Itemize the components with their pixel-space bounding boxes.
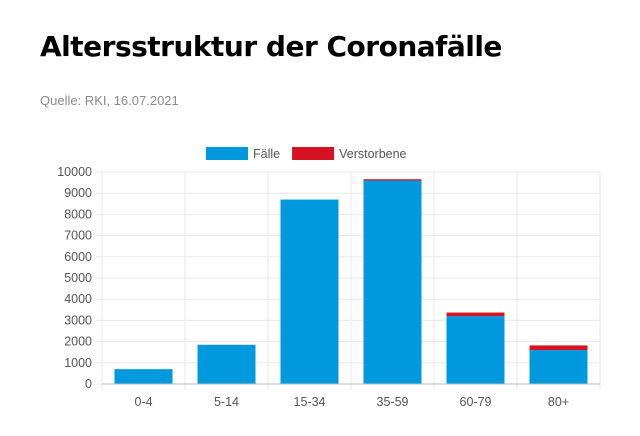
legend-swatch-verstorbene[interactable] bbox=[292, 147, 335, 160]
bar-verstorbene-35-59[interactable] bbox=[363, 179, 422, 181]
x-tick-label: 35-59 bbox=[377, 395, 409, 409]
legend-swatch-faelle[interactable] bbox=[206, 147, 248, 160]
bar-faelle-5-14[interactable] bbox=[197, 344, 256, 384]
legend[interactable]: Fälle Verstorbene bbox=[206, 147, 407, 161]
chart-source: Quelle: RKI, 16.07.2021 bbox=[40, 93, 179, 108]
chart-title: Altersstruktur der Coronafälle bbox=[40, 30, 502, 63]
x-tick-label: 5-14 bbox=[214, 395, 239, 409]
grid-lines bbox=[96, 171, 601, 390]
y-tick-label: 6000 bbox=[64, 250, 92, 264]
y-tick-label: 7000 bbox=[64, 229, 92, 243]
y-axis: 0 1000 2000 3000 4000 5000 6000 7000 8000 9000 100… bbox=[57, 165, 92, 391]
legend-label-verstorbene[interactable]: Verstorbene bbox=[339, 147, 406, 161]
y-tick-label: 4000 bbox=[64, 292, 92, 306]
bar-faelle-60-79[interactable] bbox=[446, 316, 505, 384]
y-tick-label: 3000 bbox=[64, 313, 92, 327]
bar-faelle-35-59[interactable] bbox=[363, 180, 422, 384]
bar-faelle-15-34[interactable] bbox=[280, 199, 339, 384]
y-tick-label: 9000 bbox=[64, 186, 92, 200]
y-tick-label: 2000 bbox=[64, 335, 92, 349]
x-tick-label: 0-4 bbox=[134, 395, 152, 409]
y-tick-label: 8000 bbox=[64, 207, 92, 221]
legend-label-faelle[interactable]: Fälle bbox=[253, 147, 280, 161]
bars bbox=[114, 179, 588, 384]
bar-faelle-0-4[interactable] bbox=[114, 369, 173, 384]
x-tick-label: 15-34 bbox=[294, 395, 326, 409]
bar-verstorbene-60-79[interactable] bbox=[446, 312, 505, 317]
y-tick-label: 1000 bbox=[64, 356, 92, 370]
y-tick-label: 10000 bbox=[57, 165, 92, 179]
bar-verstorbene-80+[interactable] bbox=[529, 345, 588, 351]
x-tick-label: 60-79 bbox=[460, 395, 492, 409]
x-tick-label: 80+ bbox=[548, 395, 569, 409]
x-axis: 0-4 5-14 15-34 35-59 60-79 80+ bbox=[102, 383, 600, 409]
y-tick-label: 0 bbox=[85, 377, 92, 391]
bar-faelle-80+[interactable] bbox=[529, 350, 588, 384]
y-tick-label: 5000 bbox=[64, 271, 92, 285]
